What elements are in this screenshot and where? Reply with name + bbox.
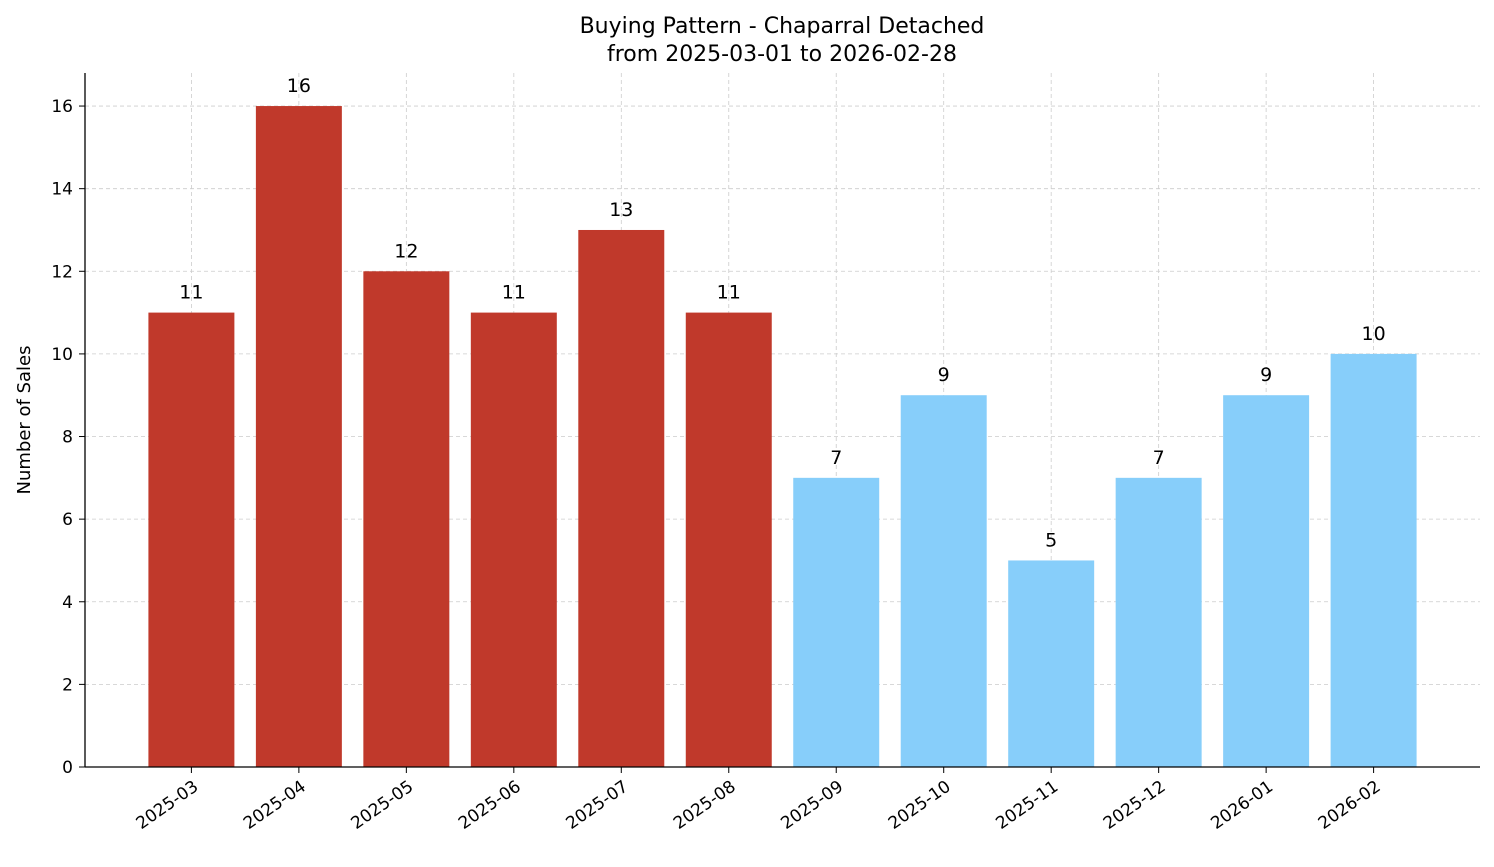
data-label: 10 [1362, 323, 1386, 345]
bar-2026-02 [1330, 353, 1417, 767]
x-tick-label: 2026-01 [1207, 777, 1277, 834]
data-label: 12 [394, 240, 418, 262]
data-label: 11 [502, 282, 526, 304]
bar-2025-07 [578, 229, 665, 767]
bar-2025-04 [255, 106, 342, 768]
x-tick-label: 2025-10 [885, 777, 955, 834]
chart-title: Buying Pattern - Chaparral Detached [580, 14, 985, 39]
x-tick-label: 2025-09 [777, 777, 847, 834]
x-tick-label: 2025-12 [1100, 777, 1170, 834]
x-tick-label: 2025-08 [670, 777, 740, 834]
x-tick-label: 2026-02 [1315, 777, 1385, 834]
y-tick-label: 14 [51, 180, 73, 200]
x-tick-label: 2025-11 [992, 777, 1062, 834]
data-label: 13 [609, 199, 633, 221]
x-tick-label: 2025-07 [563, 777, 633, 834]
bar-2025-05 [363, 271, 450, 767]
y-tick-label: 6 [62, 510, 73, 530]
x-tick-label: 2025-04 [240, 777, 310, 834]
bar-2025-10 [900, 395, 987, 767]
data-label: 9 [938, 364, 950, 386]
y-tick-label: 10 [51, 345, 73, 365]
data-label: 11 [179, 282, 203, 304]
bar-2025-03 [148, 312, 235, 767]
bar-2026-01 [1223, 395, 1310, 767]
chart-subtitle: from 2025-03-01 to 2026-02-28 [607, 42, 957, 67]
data-label: 11 [717, 282, 741, 304]
y-tick-label: 2 [62, 675, 73, 695]
y-tick-label: 16 [51, 97, 73, 117]
y-tick-label: 8 [62, 428, 73, 448]
data-label: 9 [1260, 364, 1272, 386]
bar-2025-08 [685, 312, 772, 767]
x-tick-label: 2025-05 [348, 777, 418, 834]
bars: 11 16 12 11 13 11 7 9 5 7 9 10 [148, 75, 1417, 768]
x-tick-label: 2025-03 [133, 777, 203, 834]
y-tick-label: 0 [62, 758, 73, 778]
bar-2025-06 [470, 312, 557, 767]
data-label: 5 [1045, 529, 1057, 551]
y-tick-label: 12 [51, 262, 73, 282]
bar-2025-12 [1115, 477, 1202, 767]
bar-2025-11 [1008, 560, 1095, 767]
y-tick-label: 4 [62, 593, 73, 613]
data-label: 16 [287, 75, 311, 97]
x-tick-label: 2025-06 [455, 777, 525, 834]
bar-2025-09 [793, 477, 880, 767]
data-label: 7 [830, 447, 842, 469]
data-label: 7 [1153, 447, 1165, 469]
y-axis-label: Number of Sales [14, 345, 35, 494]
